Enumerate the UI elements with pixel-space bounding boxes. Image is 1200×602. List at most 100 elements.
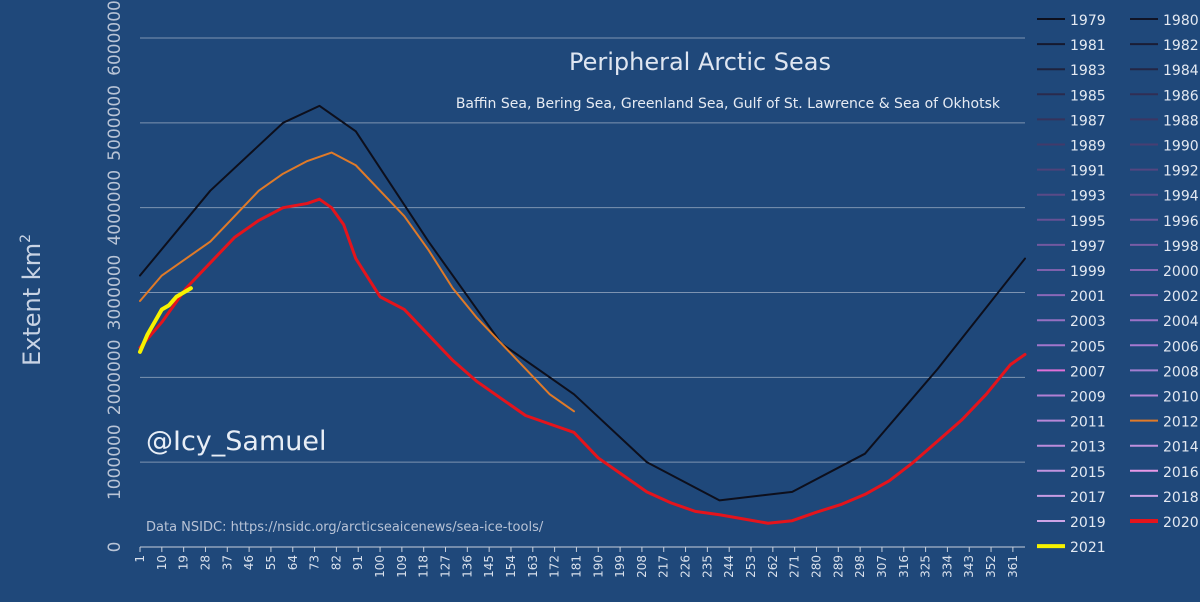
chart-title: Peripheral Arctic Seas — [569, 48, 831, 76]
x-tick-label: 199 — [613, 555, 627, 578]
legend-label-1989: 1989 — [1070, 139, 1106, 155]
gridlines — [140, 37, 1025, 548]
x-tick-label: 208 — [635, 555, 649, 578]
series-line-2021 — [138, 286, 193, 354]
legend-label-2009: 2009 — [1070, 390, 1106, 406]
x-tick-label: 46 — [242, 555, 256, 570]
legend-label-1998: 1998 — [1163, 239, 1199, 255]
x-tick-label: 289 — [831, 555, 845, 578]
x-tick-label: 82 — [329, 555, 343, 570]
legend-label-1979: 1979 — [1070, 13, 1106, 29]
y-tick-labels: 0 1000000 2000000 3000000 4000000 5000000 6000… — [105, 0, 125, 552]
legend-label-1985: 1985 — [1070, 88, 1106, 104]
x-tick-label: 307 — [875, 555, 889, 578]
legend-label-1987: 1987 — [1070, 113, 1106, 129]
legend-label-2013: 2013 — [1070, 440, 1106, 456]
legend-label-1997: 1997 — [1070, 239, 1106, 255]
x-tick-label: 163 — [526, 555, 540, 578]
y-tick-label: 3000000 — [105, 255, 125, 331]
legend-label-1999: 1999 — [1070, 264, 1106, 280]
x-tick-label: 10 — [155, 555, 169, 570]
y-tick-label: 5000000 — [105, 85, 125, 161]
legend-label-2006: 2006 — [1163, 339, 1199, 355]
legend-label-2003: 2003 — [1070, 314, 1106, 330]
x-tick-label: 136 — [460, 555, 474, 578]
x-tick-label: 343 — [962, 555, 976, 578]
legend-label-1983: 1983 — [1070, 63, 1106, 79]
legend-label-2001: 2001 — [1070, 289, 1106, 305]
x-tick-label: 361 — [1006, 555, 1020, 578]
legend-label-2014: 2014 — [1163, 440, 1199, 456]
legend-label-2018: 2018 — [1163, 490, 1199, 506]
x-tick-label: 73 — [308, 555, 322, 570]
x-tick-label: 91 — [351, 555, 365, 570]
legend-label-2021: 2021 — [1070, 540, 1106, 556]
legend-label-2017: 2017 — [1070, 490, 1106, 506]
x-tick-label: 55 — [264, 555, 278, 570]
legend-label-1995: 1995 — [1070, 214, 1106, 230]
x-tick-label: 100 — [373, 555, 387, 578]
legend-label-1986: 1986 — [1163, 88, 1199, 104]
x-tick-label: 190 — [591, 555, 605, 578]
legend-label-1993: 1993 — [1070, 189, 1106, 205]
legend-label-1988: 1988 — [1163, 113, 1199, 129]
series-line-2012 — [139, 151, 576, 413]
x-tick-label: 109 — [395, 555, 409, 578]
x-tick-label: 235 — [700, 555, 714, 578]
x-tick-label: 325 — [919, 555, 933, 578]
legend-label-1994: 1994 — [1163, 189, 1199, 205]
legend-label-1980: 1980 — [1163, 13, 1199, 29]
series-line-2020 — [138, 197, 1027, 525]
x-tick-label: 262 — [766, 555, 780, 578]
x-tick-label: 127 — [439, 555, 453, 578]
x-tick-label: 64 — [286, 555, 300, 570]
x-tick-label: 334 — [940, 555, 954, 578]
x-tick-label: 1 — [133, 555, 147, 563]
legend-label-2012: 2012 — [1163, 415, 1199, 431]
x-tick-label: 280 — [809, 555, 823, 578]
legend-label-2008: 2008 — [1163, 364, 1199, 380]
x-tick-label: 28 — [198, 555, 212, 570]
y-tick-label: 2000000 — [105, 339, 125, 415]
legend-label-1991: 1991 — [1070, 164, 1106, 180]
y-axis-label: Extent km2 — [18, 234, 46, 366]
x-tick-label: 145 — [482, 555, 496, 578]
legend-label-2007: 2007 — [1070, 364, 1106, 380]
x-tick-labels: 1 10 19 28 37 46 55 64 73 82 91 100 109 118 127 136 145 1… — [133, 547, 1020, 578]
legend-label-1981: 1981 — [1070, 38, 1106, 54]
watermark: @Icy_Samuel — [146, 426, 327, 457]
source-note: Data NSIDC: https://nsidc.org/arcticseai… — [146, 520, 544, 535]
legend-label-2010: 2010 — [1163, 390, 1199, 406]
y-axis-label-text: Extent km — [18, 243, 46, 366]
x-tick-label: 271 — [788, 555, 802, 578]
legend-label-2019: 2019 — [1070, 515, 1106, 531]
x-tick-label: 352 — [984, 555, 998, 578]
y-axis-label-superscript: 2 — [18, 234, 34, 243]
y-tick-label: 6000000 — [105, 0, 125, 76]
x-tick-label: 154 — [504, 555, 518, 578]
legend-label-2016: 2016 — [1163, 465, 1199, 481]
x-tick-label: 226 — [679, 555, 693, 578]
legend-label-2005: 2005 — [1070, 339, 1106, 355]
y-tick-label: 4000000 — [105, 170, 125, 246]
legend-label-2000: 2000 — [1163, 264, 1199, 280]
x-tick-label: 172 — [548, 555, 562, 578]
legend-label-1996: 1996 — [1163, 214, 1199, 230]
chart-subtitle: Baffin Sea, Bering Sea, Greenland Sea, G… — [456, 96, 1001, 112]
legend-label-2004: 2004 — [1163, 314, 1199, 330]
series-lines — [138, 104, 1027, 525]
x-tick-label: 217 — [657, 555, 671, 578]
x-tick-label: 37 — [220, 555, 234, 570]
legend-label-2015: 2015 — [1070, 465, 1106, 481]
x-tick-label: 19 — [177, 555, 191, 570]
x-tick-label: 244 — [722, 555, 736, 578]
x-tick-label: 316 — [897, 555, 911, 578]
x-tick-label: 181 — [569, 555, 583, 578]
legend-label-1992: 1992 — [1163, 164, 1199, 180]
series-line-1979 — [139, 104, 1026, 502]
legend-label-2011: 2011 — [1070, 415, 1106, 431]
legend-label-1984: 1984 — [1163, 63, 1199, 79]
legend-label-2002: 2002 — [1163, 289, 1199, 305]
